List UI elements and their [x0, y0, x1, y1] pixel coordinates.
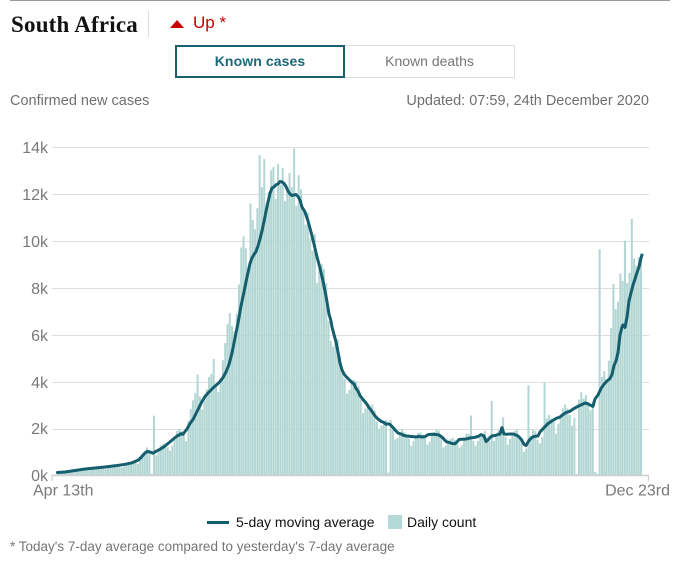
svg-text:14k: 14k — [22, 140, 49, 157]
svg-text:Dec 23rd: Dec 23rd — [605, 483, 670, 500]
svg-text:6k: 6k — [31, 328, 49, 345]
svg-text:12k: 12k — [22, 187, 49, 204]
svg-text:4k: 4k — [31, 375, 49, 392]
svg-text:0k: 0k — [31, 468, 49, 485]
svg-text:2k: 2k — [31, 421, 49, 438]
svg-text:10k: 10k — [22, 234, 49, 251]
svg-text:Apr 13th: Apr 13th — [33, 483, 93, 500]
svg-text:8k: 8k — [31, 281, 49, 298]
